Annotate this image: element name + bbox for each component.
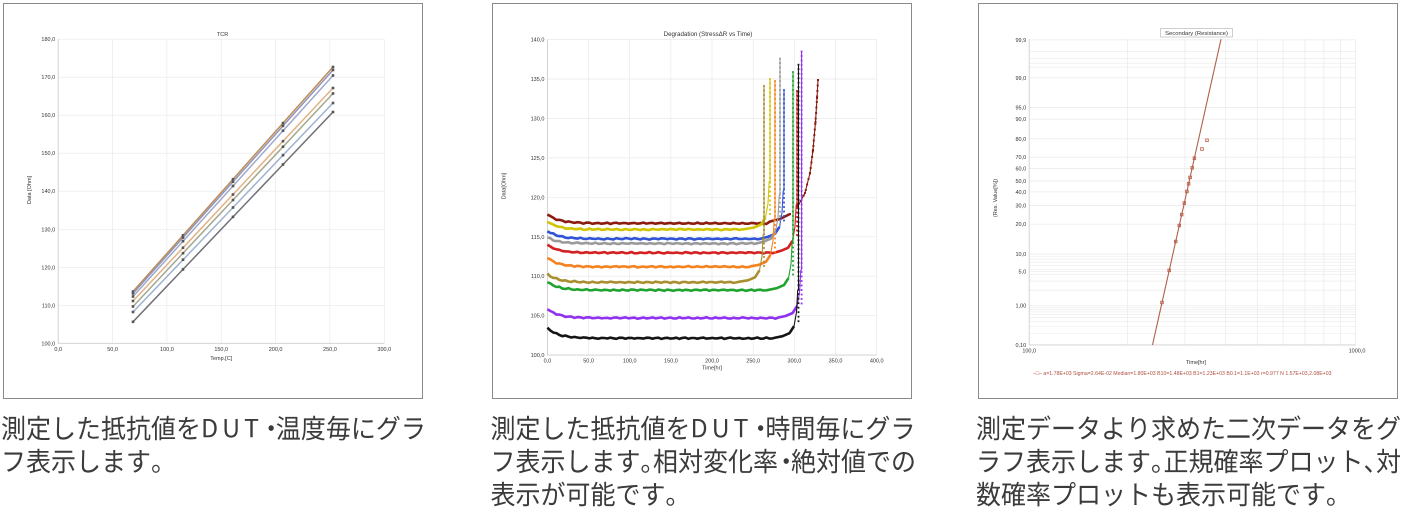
svg-text:135,0: 135,0 <box>531 77 545 83</box>
svg-text:120,0: 120,0 <box>41 265 55 271</box>
svg-text:99,0: 99,0 <box>1015 76 1026 82</box>
svg-text:300,0: 300,0 <box>377 347 391 353</box>
svg-text:120,0: 120,0 <box>531 195 545 201</box>
svg-text:100,0: 100,0 <box>41 341 55 347</box>
svg-text:250,0: 250,0 <box>746 359 760 365</box>
svg-text:–□– a=1.78E+03 Sigma=2.64E-02: –□– a=1.78E+03 Sigma=2.64E-02 Median=1.8… <box>1033 371 1332 377</box>
svg-text:Time[hr]: Time[hr] <box>702 366 722 372</box>
svg-text:100,0: 100,0 <box>531 353 545 359</box>
svg-text:100,0: 100,0 <box>160 347 174 353</box>
svg-text:105,0: 105,0 <box>531 314 545 320</box>
svg-text:5,0: 5,0 <box>1019 270 1027 276</box>
svg-text:99,9: 99,9 <box>1015 38 1026 44</box>
svg-text:TCR: TCR <box>217 32 228 38</box>
svg-text:0,0: 0,0 <box>54 347 62 353</box>
svg-text:200,0: 200,0 <box>269 347 283 353</box>
svg-text:150,0: 150,0 <box>214 347 228 353</box>
svg-text:350,0: 350,0 <box>829 359 843 365</box>
svg-text:0,0: 0,0 <box>544 359 552 365</box>
svg-text:180,0: 180,0 <box>41 37 55 43</box>
svg-text:50,0: 50,0 <box>107 347 118 353</box>
svg-text:80,0: 80,0 <box>1015 137 1026 143</box>
svg-text:10,0: 10,0 <box>1015 252 1026 258</box>
svg-text:50,0: 50,0 <box>1015 179 1026 185</box>
svg-text:110,0: 110,0 <box>531 274 544 280</box>
svg-text:150,0: 150,0 <box>41 151 55 157</box>
svg-text:100,0: 100,0 <box>1022 348 1036 354</box>
svg-text:30,0: 30,0 <box>1015 204 1026 210</box>
svg-text:Data [Ohm]: Data [Ohm] <box>27 175 33 204</box>
svg-text:Temp.[C]: Temp.[C] <box>210 356 232 362</box>
svg-text:Time[hr]: Time[hr] <box>1186 360 1206 366</box>
svg-text:115,0: 115,0 <box>531 235 544 241</box>
svg-text:60,0: 60,0 <box>1015 167 1026 173</box>
svg-text:200,0: 200,0 <box>705 359 719 365</box>
svg-text:300,0: 300,0 <box>788 359 802 365</box>
svg-text:70,0: 70,0 <box>1015 155 1026 161</box>
svg-text:110,0: 110,0 <box>42 303 55 309</box>
svg-text:Secondary (Resistance): Secondary (Resistance) <box>1165 31 1228 37</box>
svg-text:100,0: 100,0 <box>623 359 637 365</box>
svg-text:400,0: 400,0 <box>870 359 884 365</box>
svg-text:140,0: 140,0 <box>41 189 55 195</box>
svg-text:130,0: 130,0 <box>531 116 545 122</box>
svg-text:Degradation (StressΔR vs Time): Degradation (StressΔR vs Time) <box>664 31 753 38</box>
svg-text:95,0: 95,0 <box>1015 106 1026 112</box>
svg-text:125,0: 125,0 <box>531 156 545 162</box>
svg-text:1,00: 1,00 <box>1015 304 1026 310</box>
svg-text:Data[Ohm]: Data[Ohm] <box>502 172 508 199</box>
svg-text:1000,0: 1000,0 <box>1349 348 1366 354</box>
svg-text:(Res. Value[%]): (Res. Value[%]) <box>993 179 999 217</box>
svg-text:130,0: 130,0 <box>41 227 55 233</box>
svg-text:160,0: 160,0 <box>41 113 55 119</box>
svg-text:250,0: 250,0 <box>323 347 337 353</box>
svg-text:50,0: 50,0 <box>583 359 594 365</box>
svg-text:20,0: 20,0 <box>1015 222 1026 228</box>
svg-text:150,0: 150,0 <box>664 359 678 365</box>
svg-text:40,0: 40,0 <box>1015 190 1026 196</box>
svg-text:0,10: 0,10 <box>1015 343 1026 349</box>
svg-text:170,0: 170,0 <box>41 75 55 81</box>
svg-text:140,0: 140,0 <box>531 38 545 44</box>
svg-text:90,0: 90,0 <box>1015 117 1026 123</box>
